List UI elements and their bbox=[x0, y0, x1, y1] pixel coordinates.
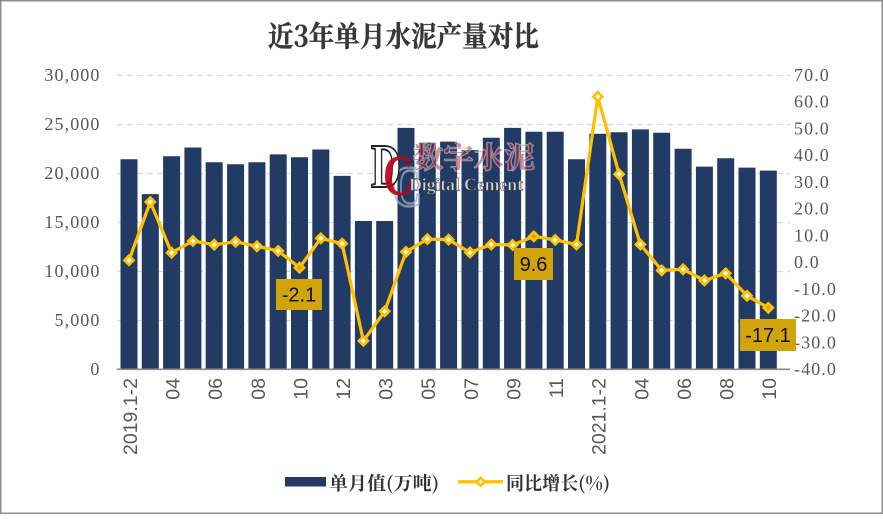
svg-text:-17.1: -17.1 bbox=[745, 325, 791, 347]
svg-text:07: 07 bbox=[461, 378, 483, 400]
svg-text:11: 11 bbox=[546, 378, 568, 398]
svg-text:09: 09 bbox=[503, 378, 525, 400]
svg-text:10: 10 bbox=[290, 378, 312, 400]
svg-text:Digital Cement: Digital Cement bbox=[409, 175, 523, 195]
svg-text:2021.1-2: 2021.1-2 bbox=[589, 378, 611, 455]
svg-text:30,000: 30,000 bbox=[44, 65, 100, 85]
svg-text:60.0: 60.0 bbox=[794, 92, 830, 112]
svg-text:04: 04 bbox=[631, 378, 653, 400]
svg-text:06: 06 bbox=[205, 378, 227, 400]
svg-text:5,000: 5,000 bbox=[55, 310, 101, 330]
svg-text:-10.0: -10.0 bbox=[794, 279, 837, 299]
svg-text:9.6: 9.6 bbox=[520, 254, 548, 276]
svg-text:70.0: 70.0 bbox=[794, 65, 830, 85]
svg-text:40.0: 40.0 bbox=[794, 145, 830, 165]
svg-text:20,000: 20,000 bbox=[44, 163, 100, 183]
svg-text:-20.0: -20.0 bbox=[794, 306, 837, 326]
svg-text:2019.1-2: 2019.1-2 bbox=[120, 378, 142, 455]
svg-text:12: 12 bbox=[333, 378, 355, 400]
svg-text:D: D bbox=[371, 130, 401, 201]
svg-text:50.0: 50.0 bbox=[794, 119, 830, 139]
svg-text:08: 08 bbox=[248, 378, 270, 400]
svg-text:05: 05 bbox=[418, 378, 440, 400]
svg-text:0: 0 bbox=[90, 359, 100, 379]
svg-text:-2.1: -2.1 bbox=[282, 285, 316, 307]
svg-text:10: 10 bbox=[759, 378, 781, 400]
svg-text:06: 06 bbox=[674, 378, 696, 400]
svg-text:10.0: 10.0 bbox=[794, 225, 830, 245]
svg-text:-40.0: -40.0 bbox=[794, 359, 837, 379]
svg-text:0.0: 0.0 bbox=[794, 252, 820, 272]
svg-text:25,000: 25,000 bbox=[44, 114, 100, 134]
svg-text:30.0: 30.0 bbox=[794, 172, 830, 192]
svg-text:04: 04 bbox=[163, 378, 185, 400]
svg-text:15,000: 15,000 bbox=[44, 212, 100, 232]
svg-text:20.0: 20.0 bbox=[794, 199, 830, 219]
svg-text:10,000: 10,000 bbox=[44, 261, 100, 281]
svg-text:08: 08 bbox=[717, 378, 739, 400]
svg-text:C: C bbox=[383, 143, 413, 207]
svg-text:03: 03 bbox=[376, 378, 398, 400]
svg-text:-30.0: -30.0 bbox=[794, 332, 837, 352]
